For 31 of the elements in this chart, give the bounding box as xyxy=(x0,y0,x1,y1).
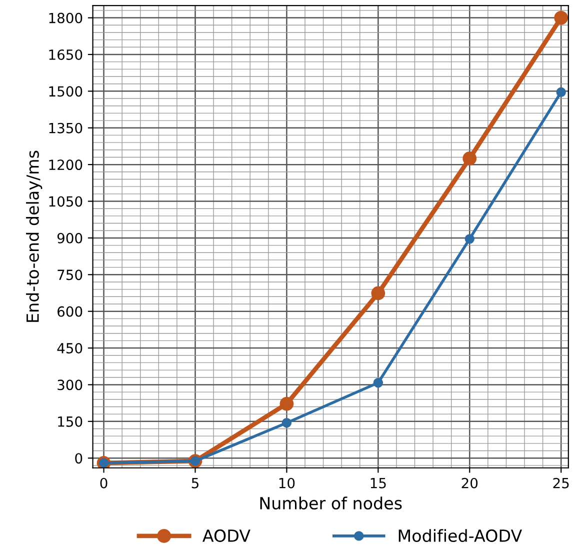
y-tick-label: 300 xyxy=(58,380,82,390)
x-tick-label: 0 xyxy=(100,478,108,488)
x-tick-label: 5 xyxy=(192,478,198,488)
y-tick-label: 1350 xyxy=(49,122,82,134)
y-tick-label: 1500 xyxy=(49,86,82,97)
point xyxy=(373,378,384,388)
x-tick-label: 10 xyxy=(279,478,295,488)
point xyxy=(556,87,566,98)
y-axis-title: End-to-end delay/ms xyxy=(26,150,42,322)
point xyxy=(371,286,386,300)
y-tick-label: 1800 xyxy=(49,12,82,24)
y-tick-label: 600 xyxy=(58,306,82,317)
y-tick-label: 1200 xyxy=(49,160,82,170)
y-tick-label: 1650 xyxy=(49,49,82,60)
y-tick-label: 450 xyxy=(57,342,82,354)
y-tick-label: 900 xyxy=(57,232,82,244)
x-tick-label: 15 xyxy=(370,478,386,488)
legend-label: AODV xyxy=(202,529,250,542)
x-tick-label: 25 xyxy=(553,478,569,488)
x-tick-label: 20 xyxy=(462,478,478,488)
y-tick-label: 150 xyxy=(58,416,82,427)
point xyxy=(554,10,568,25)
point xyxy=(280,396,294,411)
y-tick-label: 750 xyxy=(58,270,82,280)
y-tick-label: 0 xyxy=(75,453,82,464)
legend-label: Modified-AODV xyxy=(398,529,522,542)
point xyxy=(462,152,477,166)
point xyxy=(464,234,474,244)
point xyxy=(282,418,292,428)
y-tick-label: 1050 xyxy=(49,196,82,207)
x-axis-title: Number of nodes xyxy=(260,496,402,510)
